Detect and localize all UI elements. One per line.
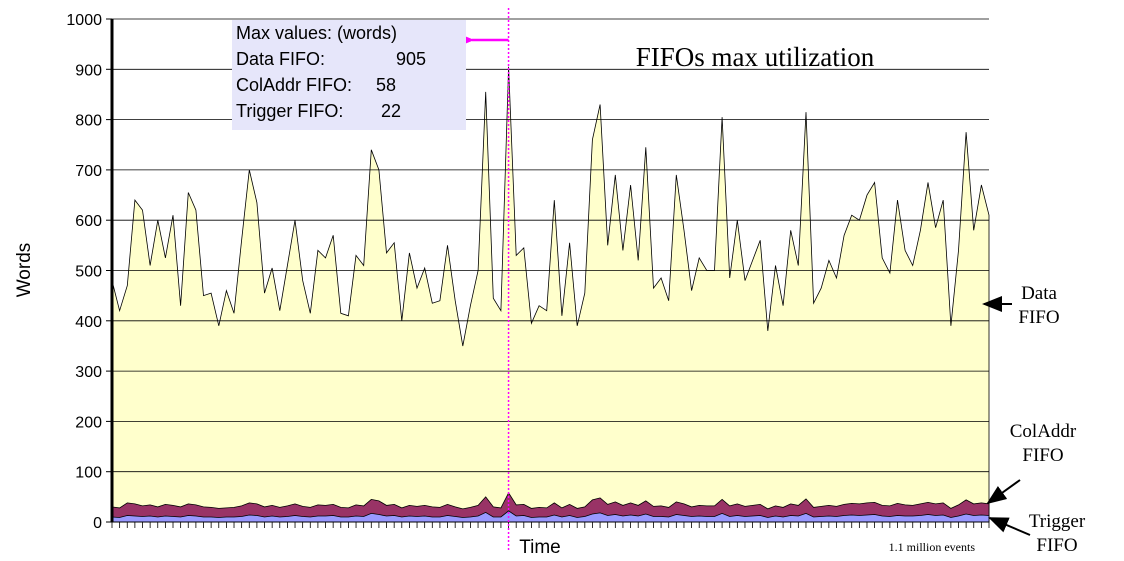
y-tick-label: 700: [75, 163, 102, 180]
row-name: Trigger FIFO:: [236, 101, 344, 121]
y-tick-label: 800: [75, 113, 102, 130]
y-tick-label: 300: [75, 364, 102, 381]
y-tick-label: 500: [75, 264, 102, 281]
box-title: Max values: (words): [236, 23, 398, 43]
box-row: ColAddr FIFO: 58: [236, 72, 466, 98]
row-value: 22: [381, 101, 402, 121]
area: [111, 491, 990, 523]
box-row: Trigger FIFO: 22: [236, 98, 466, 124]
x-axis-label: Time: [519, 537, 561, 558]
arrow: [988, 517, 1031, 536]
y-tick-label: 100: [75, 465, 102, 482]
box-row: Data FIFO: 905: [236, 46, 466, 72]
area: [111, 66, 990, 523]
y-tick-label: 0: [93, 515, 102, 532]
series-label: ColAddr FIFO: [1009, 421, 1077, 466]
y-tick-label: 600: [75, 213, 102, 230]
y-tick-label: 900: [75, 62, 102, 79]
series-label: Trigger FIFO: [1028, 511, 1086, 556]
arrow: [986, 479, 1021, 505]
row-name: ColAddr FIFO:: [236, 75, 353, 95]
y-tick-label: 400: [75, 314, 102, 331]
y-tick-label: 200: [75, 414, 102, 431]
series-label: Data FIFO: [1018, 283, 1060, 328]
row-value: 905: [396, 49, 427, 69]
row-name: Data FIFO:: [236, 49, 326, 69]
row-value: 58: [376, 75, 397, 95]
y-tick-label: 1000: [66, 12, 102, 29]
max-values-box: Max values: (words) Data FIFO: 905 ColAdd…: [232, 20, 466, 130]
area: [111, 510, 990, 523]
chart-title: FIFOs max utilization: [636, 42, 875, 72]
y-axis-label: Words: [14, 243, 35, 298]
note: 1.1 million events: [889, 540, 976, 554]
